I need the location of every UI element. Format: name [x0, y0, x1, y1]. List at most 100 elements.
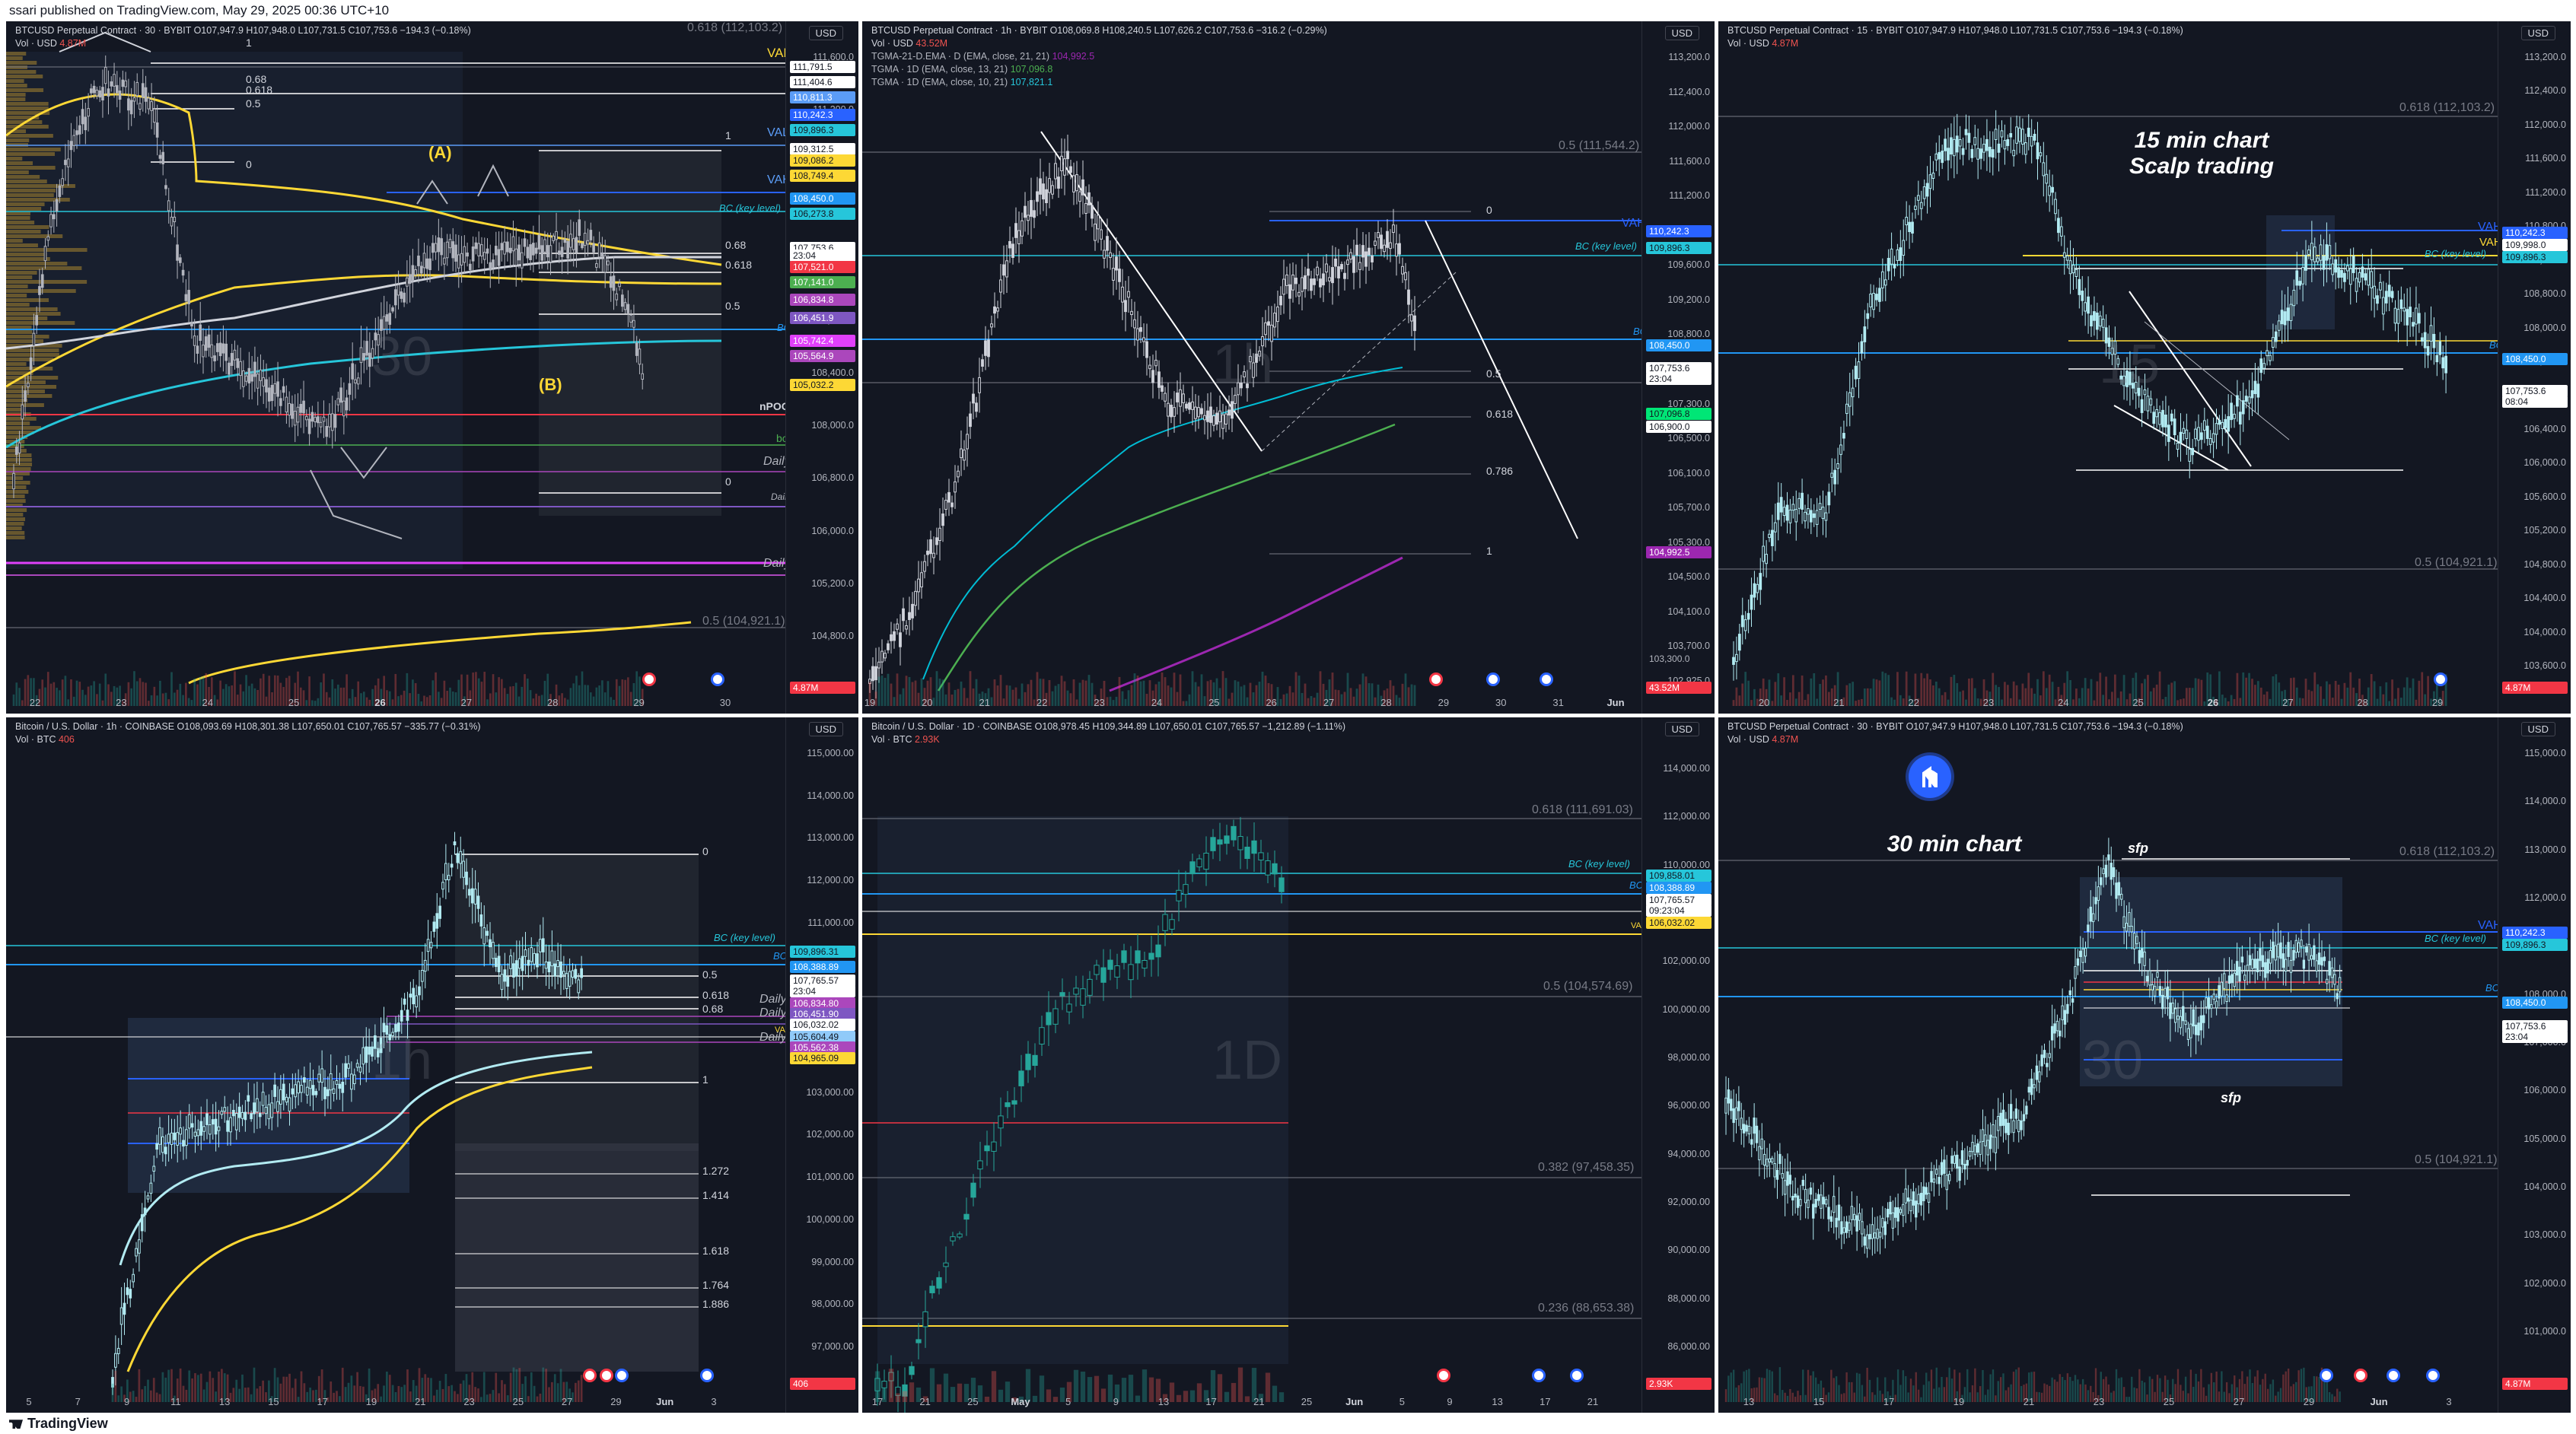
price-badge[interactable]: 108,388.89: [790, 961, 855, 973]
symbol-header[interactable]: Bitcoin / U.S. Dollar · 1D · COINBASE O1…: [871, 720, 1345, 746]
chart-panel-1h-bybit[interactable]: BTCUSD Perpetual Contract · 1h · BYBIT O…: [862, 21, 1715, 714]
price-badge[interactable]: 23:04: [790, 985, 855, 997]
chart-panel-30m-bybit-2[interactable]: BTCUSD Perpetual Contract · 30 · BYBIT O…: [1718, 717, 2571, 1413]
price-badge[interactable]: 107,753.6: [1646, 362, 1711, 374]
price-badge[interactable]: 4.87M: [2502, 1378, 2568, 1390]
price-chart-canvas[interactable]: [6, 717, 785, 1413]
price-badge[interactable]: 4.87M: [790, 682, 855, 694]
price-badge[interactable]: 105,742.4: [790, 335, 855, 347]
symbol-header[interactable]: BTCUSD Perpetual Contract · 15 · BYBIT O…: [1727, 24, 2183, 50]
price-badge[interactable]: 23:04: [2502, 1031, 2568, 1043]
price-chart-canvas[interactable]: [862, 21, 1641, 714]
price-badge[interactable]: 43.52M: [1646, 682, 1711, 694]
event-flag-icon[interactable]: [2354, 1369, 2367, 1382]
event-flag-icon[interactable]: [1429, 672, 1443, 686]
price-badge[interactable]: 4.87M: [2502, 682, 2568, 694]
price-badge[interactable]: 109,896.3: [1646, 242, 1711, 254]
price-badge[interactable]: 107,765.57: [1646, 894, 1711, 906]
event-flag-icon[interactable]: [1486, 672, 1500, 686]
price-badge[interactable]: 104,992.5: [1646, 546, 1711, 558]
price-badge[interactable]: 110,242.3: [2502, 927, 2568, 939]
price-badge[interactable]: 109,998.0: [2502, 239, 2568, 251]
chart-panel-15m-bybit[interactable]: BTCUSD Perpetual Contract · 15 · BYBIT O…: [1718, 21, 2571, 714]
currency-selector[interactable]: USD: [808, 26, 843, 40]
price-badge[interactable]: 111,404.6: [790, 76, 855, 88]
price-badge[interactable]: 107,765.57: [790, 975, 855, 987]
price-badge[interactable]: 109,896.3: [2502, 939, 2568, 951]
price-chart-canvas[interactable]: [1718, 21, 2498, 714]
price-badge[interactable]: 107,521.0: [790, 261, 855, 273]
price-chart-canvas[interactable]: [6, 21, 785, 714]
event-flag-icon[interactable]: [2434, 672, 2447, 686]
price-badge[interactable]: 109,086.2: [790, 154, 855, 167]
price-badge[interactable]: 108,450.0: [790, 192, 855, 205]
price-badge[interactable]: 108,450.0: [1646, 339, 1711, 351]
price-badge[interactable]: 106,451.9: [790, 312, 855, 324]
price-badge[interactable]: 106,032.02: [790, 1019, 855, 1031]
price-badge[interactable]: 108,450.0: [2502, 353, 2568, 365]
price-badge[interactable]: 109,896.3: [2502, 251, 2568, 263]
price-badge[interactable]: 104,965.09: [790, 1052, 855, 1064]
price-badge[interactable]: 109,312.5: [790, 143, 855, 155]
price-chart-canvas[interactable]: [1718, 717, 2498, 1413]
symbol-header[interactable]: BTCUSD Perpetual Contract · 1h · BYBIT O…: [871, 24, 1327, 89]
price-axis[interactable]: USD: [2498, 21, 2571, 714]
currency-selector[interactable]: USD: [808, 722, 843, 736]
price-badge[interactable]: 105,564.9: [790, 350, 855, 362]
price-badge[interactable]: 106,032.02: [1646, 917, 1711, 929]
event-flag-icon[interactable]: [1437, 1369, 1450, 1382]
price-badge[interactable]: 23:04: [790, 250, 855, 262]
price-badge[interactable]: 110,242.3: [790, 109, 855, 121]
event-flag-icon[interactable]: [642, 672, 656, 686]
event-flag-icon[interactable]: [1540, 672, 1553, 686]
price-badge[interactable]: 103,300.0: [1646, 653, 1711, 665]
price-badge[interactable]: 106,273.8: [790, 208, 855, 220]
event-flag-icon[interactable]: [700, 1369, 714, 1382]
price-badge[interactable]: 108,749.4: [790, 170, 855, 182]
ema-indicator-2[interactable]: TGMA · 1D (EMA, close, 13, 21): [871, 64, 1008, 75]
price-badge[interactable]: 106,834.80: [790, 997, 855, 1010]
event-flag-icon[interactable]: [600, 1369, 613, 1382]
price-badge[interactable]: 406: [790, 1378, 855, 1390]
price-badge[interactable]: 108,388.89: [1646, 882, 1711, 894]
chart-panel-1d-coinbase[interactable]: Bitcoin / U.S. Dollar · 1D · COINBASE O1…: [862, 717, 1715, 1413]
event-flag-icon[interactable]: [711, 672, 724, 686]
currency-selector[interactable]: USD: [1664, 26, 1699, 40]
price-badge[interactable]: 107,753.6: [2502, 385, 2568, 397]
price-badge[interactable]: 09:23:04: [1646, 905, 1711, 917]
price-badge[interactable]: 107,753.6: [2502, 1020, 2568, 1032]
price-axis[interactable]: USD: [2498, 717, 2571, 1413]
event-flag-icon[interactable]: [2387, 1369, 2400, 1382]
symbol-header[interactable]: BTCUSD Perpetual Contract · 30 · BYBIT O…: [15, 24, 471, 50]
event-flag-icon[interactable]: [1570, 1369, 1584, 1382]
chart-panel-30m-bybit[interactable]: BTCUSD Perpetual Contract · 30 · BYBIT O…: [6, 21, 858, 714]
price-badge[interactable]: 108,450.0: [2502, 997, 2568, 1009]
price-badge[interactable]: 106,451.90: [790, 1008, 855, 1020]
currency-selector[interactable]: USD: [2520, 722, 2555, 736]
price-badge[interactable]: 107,141.0: [790, 276, 855, 288]
event-flag-icon[interactable]: [615, 1369, 629, 1382]
price-chart-canvas[interactable]: [862, 717, 1641, 1413]
price-badge[interactable]: 111,791.5: [790, 61, 855, 73]
price-badge[interactable]: 2.93K: [1646, 1378, 1711, 1390]
price-badge[interactable]: 110,242.3: [2502, 227, 2568, 239]
ema-indicator-1[interactable]: TGMA-21-D.EMA · D (EMA, close, 21, 21): [871, 51, 1050, 62]
currency-selector[interactable]: USD: [1664, 722, 1699, 736]
price-badge[interactable]: 23:04: [1646, 373, 1711, 385]
price-axis[interactable]: USD: [1641, 717, 1715, 1413]
price-badge[interactable]: 110,811.3: [790, 91, 855, 103]
price-badge[interactable]: 107,096.8: [1646, 408, 1711, 420]
ema-indicator-3[interactable]: TGMA · 1D (EMA, close, 10, 21): [871, 77, 1008, 87]
symbol-header[interactable]: Bitcoin / U.S. Dollar · 1h · COINBASE O1…: [15, 720, 481, 746]
event-flag-icon[interactable]: [583, 1369, 597, 1382]
price-badge[interactable]: 105,032.2: [790, 379, 855, 391]
currency-selector[interactable]: USD: [2520, 26, 2555, 40]
price-badge[interactable]: 105,562.38: [790, 1041, 855, 1054]
price-badge[interactable]: 105,604.49: [790, 1031, 855, 1043]
event-flag-icon[interactable]: [2426, 1369, 2440, 1382]
chart-panel-1h-coinbase[interactable]: Bitcoin / U.S. Dollar · 1h · COINBASE O1…: [6, 717, 858, 1413]
event-flag-icon[interactable]: [2320, 1369, 2333, 1382]
symbol-header[interactable]: BTCUSD Perpetual Contract · 30 · BYBIT O…: [1727, 720, 2183, 746]
price-badge[interactable]: 109,896.3: [790, 124, 855, 136]
event-flag-icon[interactable]: [1532, 1369, 1546, 1382]
